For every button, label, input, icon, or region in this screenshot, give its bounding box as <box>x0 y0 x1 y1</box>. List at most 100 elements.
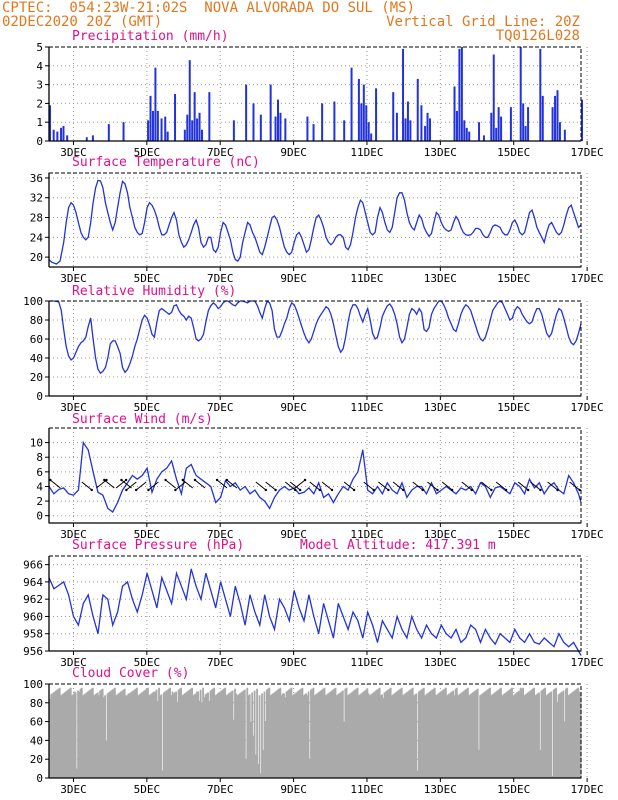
data-point <box>102 370 104 372</box>
data-point <box>193 327 195 328</box>
y-tick-label: 24 <box>30 231 44 244</box>
wind-arrow <box>50 479 61 489</box>
cloud-bar <box>67 689 70 778</box>
cloud-bar <box>403 694 406 778</box>
cloud-bar <box>142 691 144 778</box>
cloud-bar <box>389 687 392 778</box>
x-tick-label: 11DEC <box>350 528 383 541</box>
data-point <box>264 594 266 596</box>
wind-arrow <box>126 481 137 491</box>
cloud-bar <box>313 695 316 778</box>
data-point <box>563 641 565 643</box>
cloud-bar <box>354 689 357 778</box>
precip-bar <box>321 103 324 141</box>
data-point <box>271 310 273 311</box>
data-point <box>78 346 79 347</box>
cloud-bar <box>136 687 138 778</box>
data-point <box>100 180 101 182</box>
data-point <box>176 572 177 574</box>
data-point <box>102 594 104 596</box>
y-tick-label: 40 <box>30 734 43 747</box>
cloud-bar <box>197 691 200 778</box>
data-point <box>283 607 285 609</box>
y-tick-label: 0 <box>36 510 43 523</box>
data-point <box>578 227 579 228</box>
data-point <box>426 331 427 332</box>
cloud-bar <box>155 689 158 778</box>
data-point <box>109 222 111 223</box>
data-point <box>541 313 543 315</box>
cloud-bar <box>471 692 474 778</box>
cloud-bar <box>567 695 570 778</box>
data-point <box>82 442 84 444</box>
data-point <box>337 346 339 347</box>
cloud-bar <box>115 695 118 778</box>
cloud-bar <box>411 687 414 778</box>
cloud-bar <box>176 702 179 778</box>
data-point <box>480 641 481 643</box>
precip-bar <box>360 103 363 141</box>
wind-arrow <box>321 481 333 491</box>
precip-bar <box>465 127 468 141</box>
wind-arrow <box>517 481 529 491</box>
data-point <box>568 475 570 476</box>
cloud-bar <box>420 689 423 778</box>
data-point <box>472 231 474 233</box>
cloud-bar <box>340 691 343 778</box>
cloud-bar <box>94 694 97 778</box>
data-point <box>166 467 168 469</box>
y-tick-label: 0 <box>36 390 43 403</box>
precip-bar <box>365 105 368 141</box>
data-point <box>421 218 423 219</box>
wind-arrow <box>115 479 127 489</box>
cloud-bar <box>328 692 331 778</box>
precip-bar <box>406 101 409 141</box>
wind-arrow-head <box>450 488 454 492</box>
cloud-bar <box>539 749 542 778</box>
data-point <box>59 260 61 262</box>
cloud-bar <box>406 691 409 778</box>
data-point <box>217 246 219 248</box>
data-point <box>291 251 293 253</box>
cloud-bar <box>52 692 55 778</box>
y-tick-label: 3 <box>36 79 43 92</box>
data-point <box>362 449 364 451</box>
cloud-bar <box>85 692 88 778</box>
data-point <box>328 241 329 243</box>
cloud-bar <box>501 695 504 778</box>
data-point <box>394 313 396 315</box>
x-tick-label: 7DEC <box>207 401 234 414</box>
cloud-bar <box>194 693 197 778</box>
cloud-bar <box>300 688 303 778</box>
cloud-bar <box>98 695 100 778</box>
cloud-bar <box>175 691 178 778</box>
data-point <box>511 222 513 223</box>
data-point <box>509 641 511 643</box>
pressure-title: Surface Pressure (hPa) <box>72 538 245 553</box>
y-tick-label: 2 <box>36 495 43 508</box>
data-point <box>178 234 180 236</box>
cloud-bar <box>312 687 315 778</box>
precip-bar <box>186 114 189 141</box>
data-point <box>438 214 440 216</box>
data-point <box>477 228 479 229</box>
data-point <box>112 229 114 231</box>
cloud-bar <box>329 691 332 778</box>
y-tick-label: 20 <box>30 251 43 264</box>
data-point <box>239 489 241 491</box>
cloud-bar <box>578 691 581 778</box>
wind-arrow <box>175 481 186 491</box>
data-point <box>489 637 491 639</box>
data-point <box>504 234 506 236</box>
data-point <box>220 497 222 498</box>
precip-bar <box>490 112 493 141</box>
precip-bar <box>85 137 88 141</box>
data-point <box>107 507 109 509</box>
data-point <box>565 214 567 216</box>
data-point <box>274 329 275 330</box>
precip-bar <box>174 94 177 141</box>
precip-bar <box>522 103 525 141</box>
wind-arrow <box>530 481 541 491</box>
x-tick-label: 7DEC <box>207 656 234 669</box>
data-point <box>330 244 332 246</box>
